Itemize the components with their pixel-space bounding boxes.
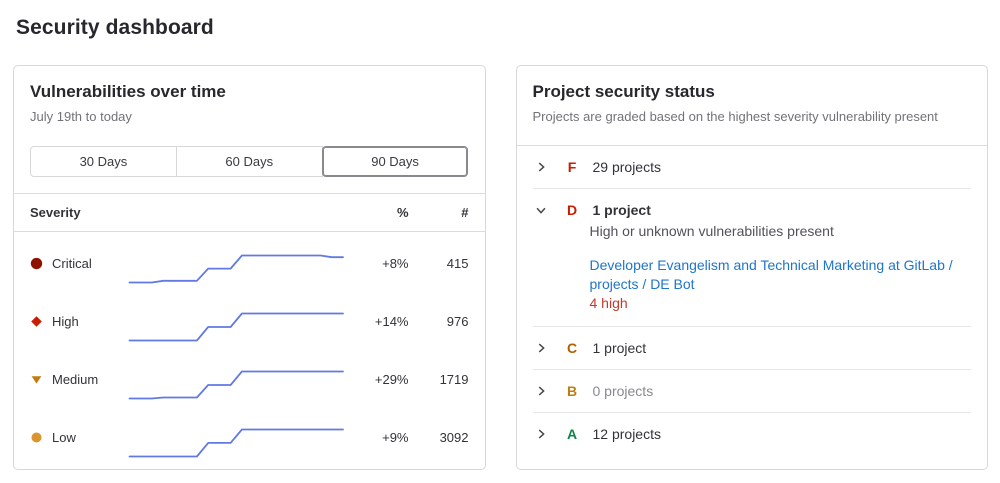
severity-label: Critical [52, 255, 92, 271]
grade-project-count: 0 projects [592, 383, 654, 399]
list-item-grade-c: C 1 project [532, 327, 972, 370]
grade-project-count: 1 project [592, 202, 651, 218]
sparkline-low [128, 428, 357, 458]
grade-description: High or unknown vulnerabilities present [589, 223, 834, 239]
percent-change: +14% [374, 313, 409, 329]
severity-high-icon [30, 315, 43, 328]
range-button-90-days[interactable]: 90 Days [321, 146, 469, 177]
chevron-down-icon[interactable] [533, 202, 549, 218]
severity-low-icon [30, 431, 43, 444]
grade-d-details: High or unknown vulnerabilities present … [590, 222, 972, 313]
vulnerability-count: 976 [446, 313, 469, 329]
percent-change: +8% [382, 255, 409, 271]
count-column-header: # [461, 205, 469, 220]
project-security-status-card: Project security status Projects are gra… [515, 65, 988, 470]
vulnerability-count: 3092 [439, 429, 469, 445]
grade-a-row[interactable]: A 12 projects [533, 426, 972, 442]
grade-letter: F [567, 159, 577, 175]
grade-list: F 29 projects D 1 project High or unknow… [517, 146, 988, 455]
range-button-30-days[interactable]: 30 Days [30, 146, 177, 177]
vulnerability-count: 1719 [439, 371, 469, 387]
vulnerabilities-over-time-card: Vulnerabilities over time July 19th to t… [13, 65, 486, 470]
grade-c-row[interactable]: C 1 project [533, 340, 972, 356]
divider [14, 193, 485, 194]
chevron-right-icon[interactable] [533, 159, 549, 175]
status-card-header: Project security status Projects are gra… [517, 66, 988, 145]
sparkline-medium [128, 370, 357, 400]
grade-letter: D [566, 202, 578, 218]
list-item-grade-a: A 12 projects [533, 413, 972, 455]
grade-project-count: 29 projects [592, 159, 661, 175]
project-link[interactable]: Developer Evangelism and Technical Marke… [589, 257, 953, 292]
percent-change: +9% [382, 429, 409, 445]
severity-label: Low [52, 429, 76, 445]
grade-f-row[interactable]: F 29 projects [533, 159, 972, 175]
severity-critical-icon [30, 257, 43, 270]
date-range-label: July 19th to today [30, 109, 132, 124]
vulnerabilities-card-header: Vulnerabilities over time July 19th to t… [14, 66, 485, 177]
time-range-button-group: 30 Days 60 Days 90 Days [30, 146, 469, 177]
range-button-60-days[interactable]: 60 Days [175, 146, 323, 177]
percent-column-header: % [396, 205, 409, 220]
sparkline-high [128, 312, 357, 342]
severity-label: Medium [52, 371, 99, 387]
divider [516, 145, 987, 146]
list-item-grade-b: B 0 projects [532, 370, 972, 413]
vulnerabilities-card-title: Vulnerabilities over time [30, 82, 226, 101]
severity-column-header: Severity [30, 205, 81, 220]
grade-letter: C [566, 340, 578, 356]
table-row-medium: Medium +29% 1719 [30, 350, 469, 408]
grade-project-count: 12 projects [592, 426, 661, 442]
status-card-title: Project security status [532, 82, 715, 101]
table-row-critical: Critical +8% 415 [30, 234, 469, 292]
chevron-right-icon[interactable] [533, 340, 549, 356]
vulnerability-summary: 4 high [589, 295, 628, 311]
grade-letter: A [566, 426, 578, 442]
list-item-grade-d: D 1 project High or unknown vulnerabilit… [532, 189, 972, 327]
grade-d-row[interactable]: D 1 project [533, 202, 972, 218]
page-title: Security dashboard [16, 16, 214, 39]
severity-table-header: Severity % # [14, 194, 485, 231]
dashboard-cards: Vulnerabilities over time July 19th to t… [13, 65, 988, 470]
chevron-right-icon[interactable] [533, 383, 549, 399]
severity-label: High [52, 313, 79, 329]
chevron-right-icon[interactable] [533, 426, 549, 442]
table-row-low: Low +9% 3092 [30, 408, 469, 466]
severity-rows: Critical +8% 415 High +14% [14, 232, 485, 469]
sparkline-critical [128, 254, 357, 284]
divider [14, 231, 485, 232]
list-item-grade-f: F 29 projects [532, 146, 972, 189]
severity-medium-icon [30, 373, 43, 386]
status-card-subtitle: Projects are graded based on the highest… [532, 109, 938, 124]
percent-change: +29% [374, 371, 409, 387]
vulnerability-count: 415 [446, 255, 469, 271]
grade-letter: B [566, 383, 578, 399]
grade-b-row[interactable]: B 0 projects [533, 383, 972, 399]
table-row-high: High +14% 976 [30, 292, 469, 350]
grade-project-count: 1 project [592, 340, 647, 356]
